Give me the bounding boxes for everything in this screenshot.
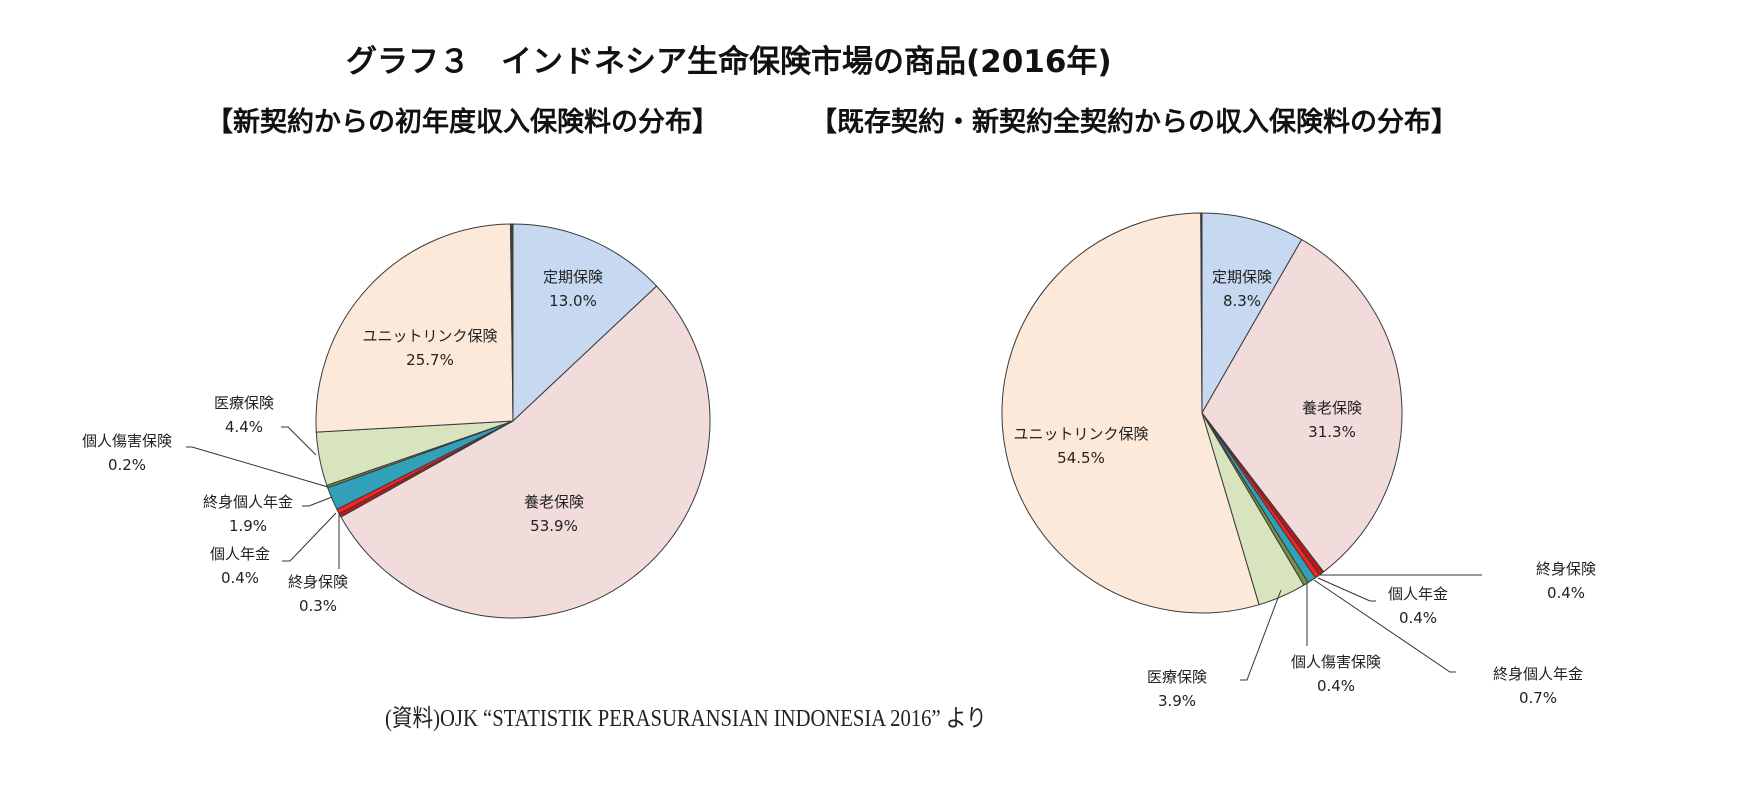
slice-label-value: 0.4% (1399, 609, 1437, 627)
leader-line (282, 512, 337, 562)
slice-label-value: 4.4% (225, 418, 263, 436)
slice-label-value: 13.0% (549, 292, 597, 310)
leader-line (302, 496, 333, 507)
pie-left (315, 223, 711, 619)
slice-label-name: 個人年金 (210, 545, 270, 563)
slice-label-value: 8.3% (1223, 292, 1261, 310)
pie-slice (512, 223, 658, 423)
slice-label-name: 医療保険 (214, 394, 274, 412)
pie-slice (1201, 238, 1403, 573)
slice-label-name: ユニットリンク保険 (1013, 425, 1148, 443)
slice-label-name: ユニットリンク保険 (362, 327, 497, 345)
slice-label-value: 31.3% (1308, 423, 1356, 441)
leader-line (1313, 579, 1456, 673)
slice-label-name: 終身保険 (288, 573, 348, 591)
slice-label-name: 個人年金 (1388, 585, 1448, 603)
slice-label-value: 0.4% (1547, 584, 1585, 602)
slice-label-value: 0.2% (108, 456, 146, 474)
slice-label-value: 25.7% (406, 351, 454, 369)
leader-line (1240, 589, 1282, 681)
pie-right (1001, 212, 1403, 614)
slice-label-name: 養老保険 (524, 493, 584, 511)
slice-label-value: 1.9% (229, 517, 267, 535)
slice-label-name: 終身個人年金 (1493, 665, 1583, 683)
pie-slice-remainder (1200, 212, 1203, 414)
pie-right-labels: 定期保険 8.3% 養老保険 31.3% 終身保険 0.4% 個人年金 0.4% 終身個人年金 0… (1013, 268, 1596, 710)
pie-slice (340, 285, 711, 619)
pie-slice-remainder (510, 223, 514, 422)
slice-label-value: 53.9% (530, 517, 578, 535)
slice-label-name: 終身個人年金 (203, 493, 293, 511)
slice-label-name: 医療保険 (1147, 668, 1207, 686)
pie-slice (1201, 212, 1303, 415)
slice-label-name: 個人傷害保険 (82, 432, 172, 450)
right-chart-subtitle: 【既存契約・新契約全契約からの収入保険料の分布】 (810, 107, 1458, 138)
slice-label-name: 定期保険 (543, 268, 603, 286)
leader-line (281, 426, 317, 456)
chart-title: グラフ３ インドネシア生命保険市場の商品(2016年) (346, 44, 1112, 80)
slice-label-value: 54.5% (1057, 449, 1105, 467)
source-note: (資料)OJK “STATISTIK PERASURANSIAN INDONES… (385, 706, 987, 732)
slice-label-value: 0.7% (1519, 689, 1557, 707)
left-chart-subtitle: 【新契約からの初年度収入保険料の分布】 (206, 107, 719, 138)
pie-slice (315, 223, 514, 433)
slice-label-name: 養老保険 (1302, 399, 1362, 417)
slice-label-name: 終身保険 (1536, 560, 1596, 578)
slice-label-value: 3.9% (1158, 692, 1196, 710)
slice-label-name: 定期保険 (1212, 268, 1272, 286)
slice-label-value: 0.4% (1317, 677, 1355, 695)
slice-label-name: 個人傷害保険 (1291, 653, 1381, 671)
pie-left-labels: 定期保険 13.0% 養老保険 53.9% 終身保険 0.3% 個人年金 0.4% 終身個人年金… (82, 268, 603, 615)
pie-slice (1001, 212, 1260, 614)
slice-label-value: 0.4% (221, 569, 259, 587)
leader-line (1317, 577, 1376, 602)
leader-line (186, 446, 329, 488)
slice-label-value: 0.3% (299, 597, 337, 615)
